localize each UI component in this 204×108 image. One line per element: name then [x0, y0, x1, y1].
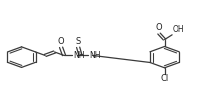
Text: NH: NH [73, 51, 84, 60]
Text: OH: OH [173, 25, 184, 34]
Text: S: S [75, 37, 81, 46]
Text: O: O [58, 37, 64, 46]
Text: NH: NH [89, 51, 100, 60]
Text: O: O [155, 23, 162, 32]
Text: Cl: Cl [161, 74, 169, 83]
